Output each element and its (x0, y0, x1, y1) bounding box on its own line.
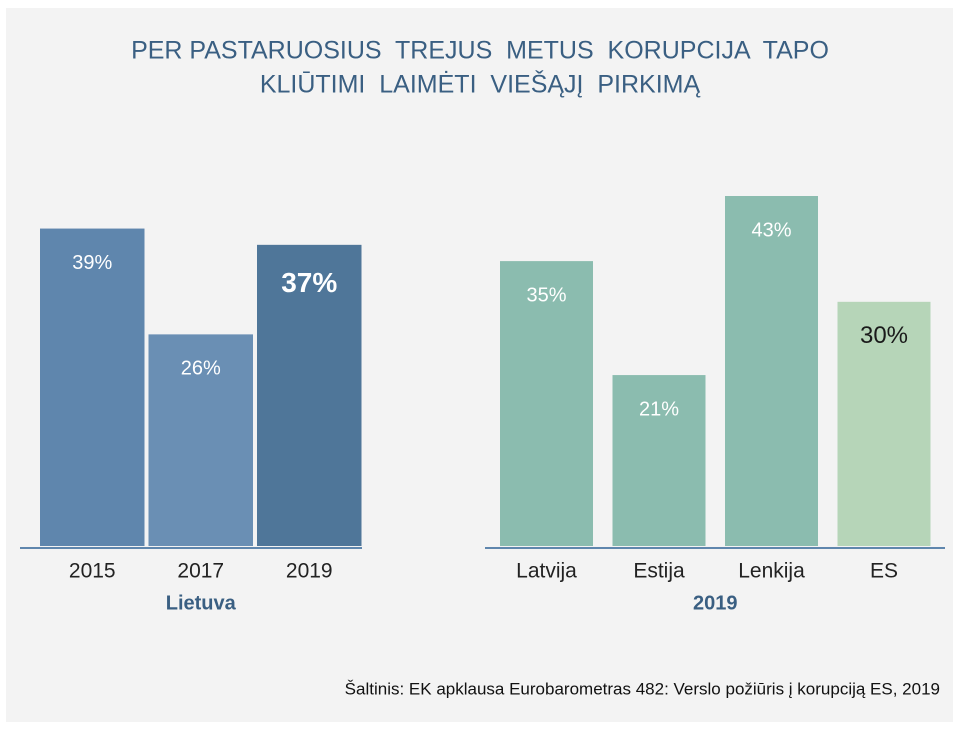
chart-title: KLIŪTIMI LAIMĖTI VIEŠĄJĮ PIRKIMĄ (260, 70, 701, 99)
value-label: 26% (181, 358, 221, 380)
bar (612, 375, 706, 546)
bar (837, 301, 931, 546)
x-tick-label: 2019 (286, 560, 333, 583)
bar (257, 244, 362, 546)
source-note: Šaltinis: EK apklausa Eurobarometras 482… (345, 679, 940, 698)
x-tick-label: Lenkija (738, 560, 805, 583)
value-label: 30% (860, 322, 908, 349)
x-tick-label: ES (870, 560, 898, 583)
bar (500, 261, 593, 546)
value-label: 39% (72, 252, 112, 274)
x-tick-label: Latvija (516, 560, 577, 583)
value-label: 21% (639, 398, 679, 420)
x-tick-label: Estija (633, 560, 685, 583)
bar (725, 196, 818, 546)
bar (148, 334, 253, 546)
bar (40, 228, 145, 546)
x-tick-label: 2015 (69, 560, 116, 583)
chart-title: PER PASTARUOSIUS TREJUS METUS KORUPCIJA … (131, 37, 829, 65)
x-tick-label: 2017 (177, 560, 224, 583)
x-axis-label: 2019 (693, 592, 738, 614)
value-label: 35% (526, 284, 566, 306)
x-axis-label: Lietuva (166, 592, 237, 614)
value-label: 37% (281, 267, 337, 298)
value-label: 43% (751, 219, 791, 241)
